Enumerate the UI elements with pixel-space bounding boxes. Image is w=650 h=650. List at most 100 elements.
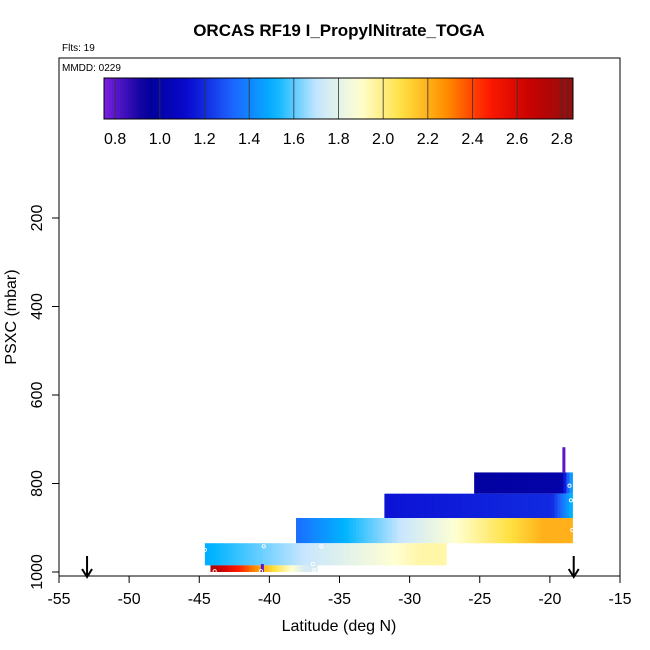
data-cell <box>479 518 483 544</box>
data-cell <box>443 543 447 566</box>
data-cell <box>464 518 468 544</box>
data-cell <box>509 472 514 494</box>
data-cell <box>228 543 233 566</box>
data-cell <box>551 518 555 544</box>
data-cell <box>308 565 312 572</box>
data-cell <box>380 518 384 544</box>
data-cell <box>476 493 481 519</box>
data-cell <box>485 518 489 544</box>
data-cell <box>563 493 567 519</box>
data-cell <box>405 493 409 519</box>
data-cell <box>512 518 516 544</box>
profile-segment <box>260 564 264 572</box>
data-cell <box>506 493 511 519</box>
data-cell <box>222 565 226 572</box>
data-cell <box>503 518 507 544</box>
data-cell <box>284 565 289 572</box>
data-cell <box>251 565 256 572</box>
data-cell <box>524 518 528 544</box>
data-cell <box>554 493 558 519</box>
data-cell <box>548 518 552 544</box>
data-cell <box>344 518 348 544</box>
data-cell <box>409 543 414 566</box>
data-cell <box>437 543 441 566</box>
y-tick-label: 800 <box>29 470 46 497</box>
data-cell <box>518 518 522 544</box>
data-cell <box>320 518 324 544</box>
data-cell <box>307 543 311 566</box>
data-cell <box>361 543 366 566</box>
data-cell <box>314 518 318 544</box>
data-cell <box>458 493 463 519</box>
data-cell <box>228 565 232 572</box>
sample-point <box>312 568 317 573</box>
data-cell <box>371 518 375 544</box>
data-cell <box>515 518 519 544</box>
data-cell <box>225 565 229 572</box>
x-tick-label: -30 <box>398 591 421 608</box>
data-cell <box>548 472 553 494</box>
data-cell <box>446 518 450 544</box>
data-cell <box>257 565 262 572</box>
data-cell <box>412 543 417 566</box>
data-cell <box>399 493 403 519</box>
data-cell <box>480 472 484 494</box>
data-cell <box>341 518 345 544</box>
data-cell <box>271 543 275 566</box>
y-axis-title: PSXC (mbar) <box>3 269 20 364</box>
sample-point <box>212 569 217 574</box>
data-cell <box>420 493 424 519</box>
data-cell <box>293 565 297 572</box>
x-tick-label: -55 <box>47 591 70 608</box>
data-cell <box>506 518 510 544</box>
data-cell <box>503 472 508 494</box>
data-cell <box>384 493 388 519</box>
data-cell <box>374 518 378 544</box>
data-cell <box>467 518 471 544</box>
data-cell <box>367 543 372 566</box>
data-cell <box>235 543 239 566</box>
data-cell <box>323 518 327 544</box>
data-cell <box>248 565 253 572</box>
colorbar-ticks: 0.8 1.0 1.2 1.4 1.6 1.8 2.0 2.2 2.4 2.6 2.8 <box>104 131 573 148</box>
data-cell <box>390 493 394 519</box>
data-cell <box>289 543 293 566</box>
data-cell <box>432 493 436 519</box>
data-cell <box>311 518 315 544</box>
data-cell <box>424 543 429 566</box>
data-cell <box>314 565 318 572</box>
data-cell <box>204 543 209 566</box>
data-cell <box>545 472 550 494</box>
profile-segment <box>562 447 566 473</box>
data-cell <box>335 518 339 544</box>
data-cell <box>509 518 513 544</box>
data-cell <box>292 543 296 566</box>
y-tick-label: 200 <box>29 205 46 232</box>
data-cell <box>524 493 529 519</box>
sample-point <box>319 544 324 549</box>
data-cell <box>440 543 444 566</box>
data-cell <box>385 543 390 566</box>
data-cell <box>219 543 224 566</box>
data-cell <box>482 518 486 544</box>
data-cell <box>488 493 493 519</box>
data-cell <box>237 565 241 572</box>
data-cell <box>266 565 271 572</box>
y-tick-label: 400 <box>29 293 46 320</box>
data-cell <box>234 565 238 572</box>
data-cell <box>539 472 544 494</box>
data-cell <box>219 565 223 572</box>
data-cell <box>554 518 558 544</box>
data-cell <box>440 518 444 544</box>
data-cell <box>382 543 387 566</box>
data-cell <box>358 543 363 566</box>
data-cell <box>563 472 567 494</box>
data-cell <box>560 518 564 544</box>
data-cell <box>527 493 532 519</box>
data-cell <box>449 518 453 544</box>
data-cell <box>551 493 556 519</box>
data-cell <box>355 543 360 566</box>
data-cell <box>494 518 498 544</box>
data-cell <box>240 565 244 572</box>
data-cell <box>443 518 447 544</box>
